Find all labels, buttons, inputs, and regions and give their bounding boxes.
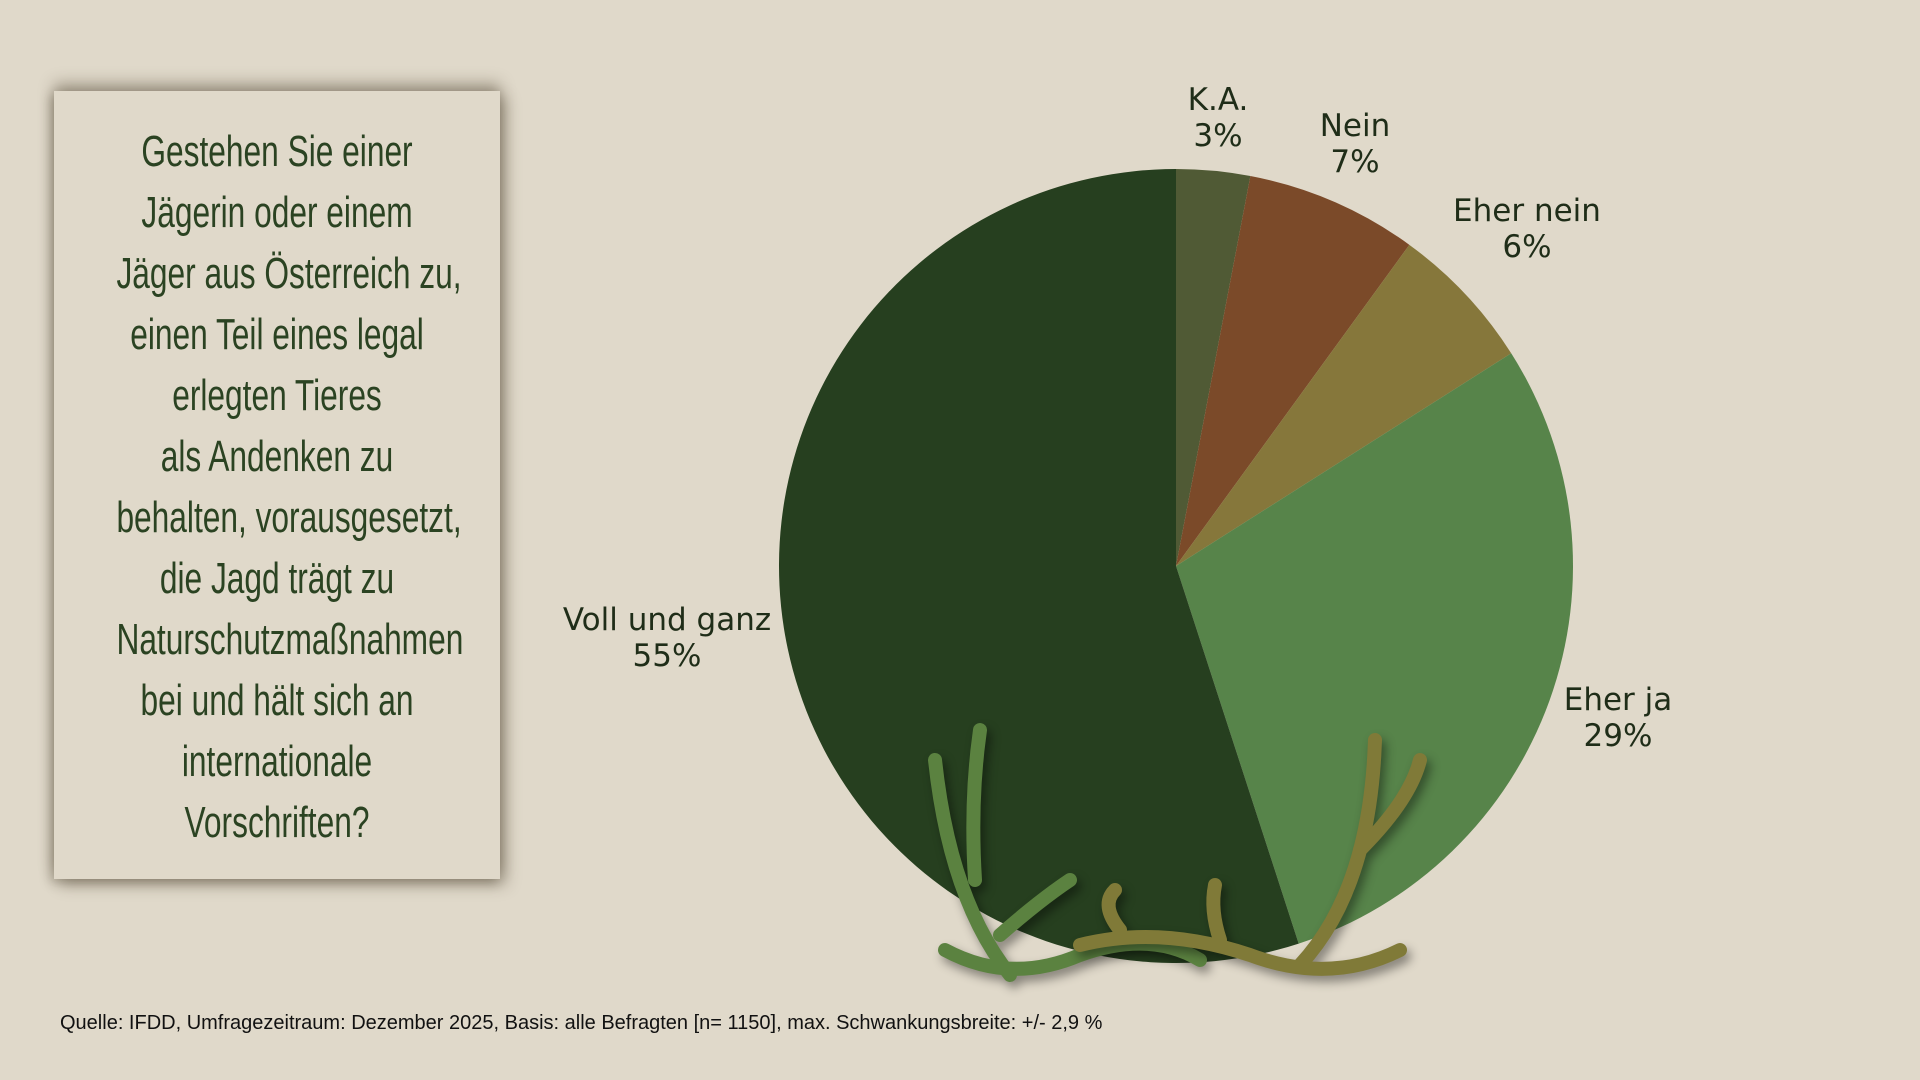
question-text: Gestehen Sie einer Jägerin oder einem Jäge… xyxy=(54,121,500,853)
slice-value-label: 7% xyxy=(1330,144,1379,180)
question-line: Vorschriften? xyxy=(184,798,370,847)
pie-slice-voll-und-ganz xyxy=(779,169,1299,963)
slice-label: K.A. xyxy=(1188,82,1249,118)
question-line: Naturschutzmaßnahmen xyxy=(116,615,464,664)
pie-slice-eher-nein xyxy=(1176,244,1512,566)
pie-slice-k-a- xyxy=(1176,169,1251,566)
question-line: behalten, vorausgesetzt, xyxy=(116,493,462,542)
question-line: die Jagd trägt zu xyxy=(159,554,395,603)
slice-value-label: 6% xyxy=(1502,229,1551,265)
pie-slice-eher-ja xyxy=(1176,353,1573,944)
question-line: internationale xyxy=(181,737,373,786)
question-line: als Andenken zu xyxy=(160,432,394,481)
slice-label: Voll und ganz xyxy=(563,602,771,638)
question-line: einen Teil eines legal xyxy=(130,310,424,359)
slice-label: Eher ja xyxy=(1564,682,1673,718)
question-line: Jägerin oder einem xyxy=(141,188,413,237)
pie-slice-nein xyxy=(1176,176,1410,566)
question-box: Gestehen Sie einer Jägerin oder einem Jäge… xyxy=(54,91,500,879)
slice-value-label: 29% xyxy=(1584,718,1653,754)
slice-label: Nein xyxy=(1320,108,1391,144)
question-line: Gestehen Sie einer xyxy=(141,127,413,176)
question-line: Jäger aus Österreich zu, xyxy=(116,249,462,298)
antlers-decoration xyxy=(928,723,1427,982)
slice-label: Eher nein xyxy=(1453,193,1601,229)
question-line: erlegten Tieres xyxy=(172,371,382,420)
slice-value-label: 55% xyxy=(633,638,702,674)
question-line: bei und hält sich an xyxy=(140,676,414,725)
slice-value-label: 3% xyxy=(1193,118,1242,154)
source-note: Quelle: IFDD, Umfragezeitraum: Dezember … xyxy=(60,1012,1103,1034)
